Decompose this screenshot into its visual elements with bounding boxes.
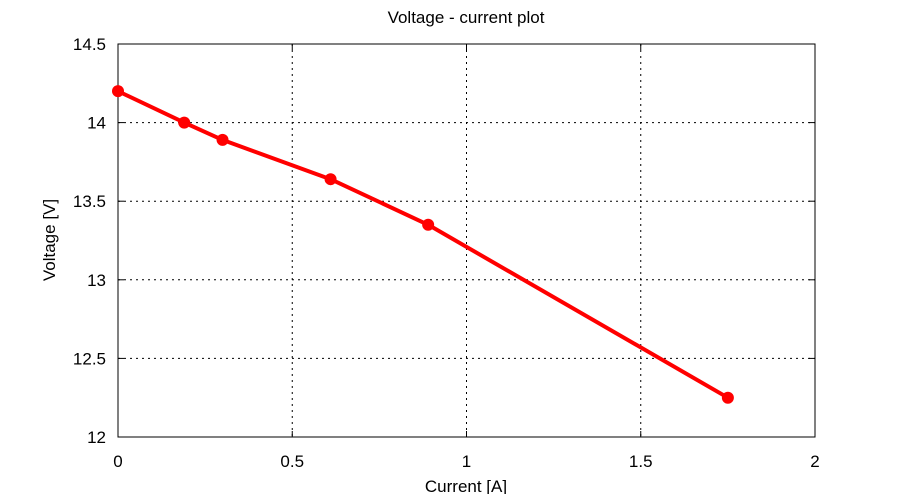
y-axis-label: Voltage [V] — [40, 199, 59, 281]
data-point — [721, 391, 734, 404]
x-tick-label: 2 — [810, 452, 819, 471]
x-tick-label: 1.5 — [629, 452, 653, 471]
chart-title: Voltage - current plot — [388, 8, 545, 27]
plot-frame — [117, 43, 816, 438]
series-line — [116, 89, 730, 400]
y-tick-label: 14 — [87, 114, 106, 133]
y-tick-label: 12 — [87, 428, 106, 447]
data-point — [112, 85, 124, 98]
x-tick-label: 1 — [462, 452, 471, 471]
axes-layer — [117, 43, 816, 438]
y-tick-label: 13 — [87, 271, 106, 290]
x-tick-label: 0.5 — [280, 452, 304, 471]
series-layer — [112, 85, 734, 404]
grid-layer — [118, 44, 815, 437]
data-point — [324, 173, 337, 186]
data-point — [422, 218, 435, 231]
labels-layer: Voltage - current plot Current [A] Volta… — [40, 8, 820, 496]
x-axis-label: Current [A] — [425, 477, 507, 494]
y-tick-label: 12.5 — [73, 349, 106, 368]
y-tick-label: 13.5 — [73, 192, 106, 211]
x-tick-label: 0 — [113, 452, 122, 471]
data-point — [178, 116, 191, 129]
data-point — [216, 133, 229, 146]
y-tick-label: 14.5 — [73, 35, 106, 54]
